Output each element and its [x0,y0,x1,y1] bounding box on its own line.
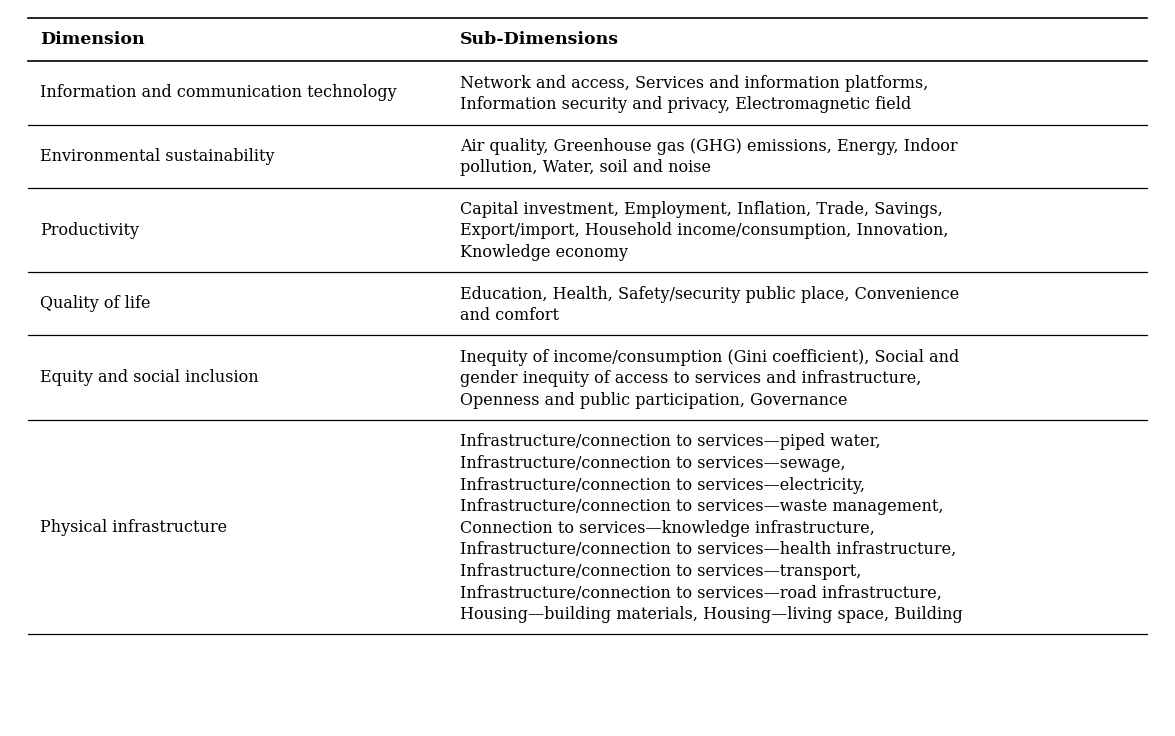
Text: Quality of life: Quality of life [40,295,150,313]
Text: Education, Health, Safety/security public place, Convenience: Education, Health, Safety/security publi… [459,286,959,302]
Text: Housing—building materials, Housing—living space, Building: Housing—building materials, Housing—livi… [459,606,962,623]
Text: Connection to services—knowledge infrastructure,: Connection to services—knowledge infrast… [459,520,874,537]
Text: Openness and public participation, Governance: Openness and public participation, Gover… [459,392,847,409]
Text: Productivity: Productivity [40,222,139,238]
Text: Infrastructure/connection to services—waste management,: Infrastructure/connection to services—wa… [459,498,944,515]
Text: Inequity of income/consumption (Gini coefficient), Social and: Inequity of income/consumption (Gini coe… [459,349,959,366]
Text: Infrastructure/connection to services—sewage,: Infrastructure/connection to services—se… [459,455,845,472]
Text: Infrastructure/connection to services—piped water,: Infrastructure/connection to services—pi… [459,434,880,450]
Text: Infrastructure/connection to services—transport,: Infrastructure/connection to services—tr… [459,563,861,580]
Text: Export/import, Household income/consumption, Innovation,: Export/import, Household income/consumpt… [459,222,948,239]
Text: Dimension: Dimension [40,31,145,49]
Text: Infrastructure/connection to services—electricity,: Infrastructure/connection to services—el… [459,476,865,494]
Text: Network and access, Services and information platforms,: Network and access, Services and informa… [459,74,928,92]
Text: Sub-Dimensions: Sub-Dimensions [459,31,618,49]
Text: Knowledge economy: Knowledge economy [459,244,627,261]
Text: Air quality, Greenhouse gas (GHG) emissions, Energy, Indoor: Air quality, Greenhouse gas (GHG) emissi… [459,138,958,155]
Text: Environmental sustainability: Environmental sustainability [40,148,275,165]
Text: Equity and social inclusion: Equity and social inclusion [40,369,258,386]
Text: Physical infrastructure: Physical infrastructure [40,519,227,536]
Text: gender inequity of access to services and infrastructure,: gender inequity of access to services an… [459,370,921,387]
Text: Infrastructure/connection to services—road infrastructure,: Infrastructure/connection to services—ro… [459,584,941,601]
Text: Capital investment, Employment, Inflation, Trade, Savings,: Capital investment, Employment, Inflatio… [459,201,942,218]
Text: pollution, Water, soil and noise: pollution, Water, soil and noise [459,160,711,177]
Text: Information security and privacy, Electromagnetic field: Information security and privacy, Electr… [459,96,911,113]
Text: Infrastructure/connection to services—health infrastructure,: Infrastructure/connection to services—he… [459,541,956,558]
Text: and comfort: and comfort [459,307,558,324]
Text: Information and communication technology: Information and communication technology [40,85,397,102]
